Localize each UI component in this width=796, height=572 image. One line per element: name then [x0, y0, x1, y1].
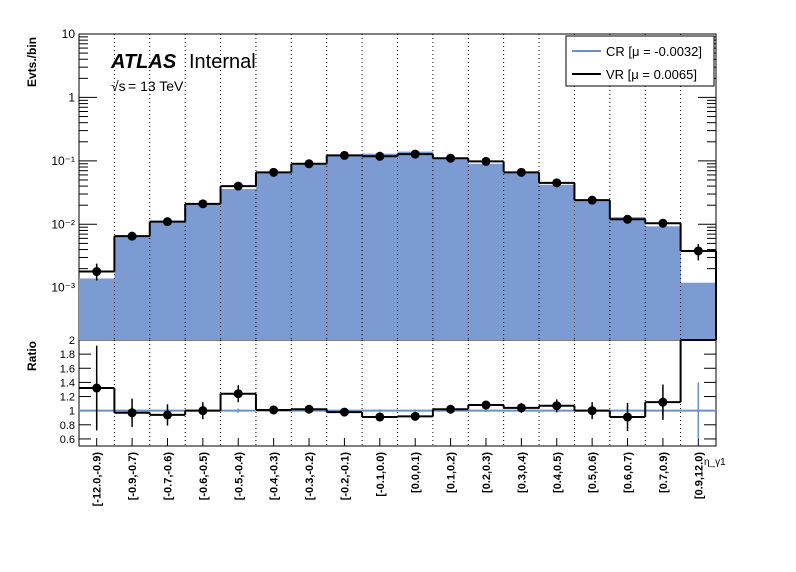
legend-box [565, 35, 715, 87]
x-tick-label: [0.1,0.2) [446, 452, 458, 493]
ratio-point [410, 411, 420, 421]
vr-point [162, 217, 172, 227]
ratio-y-tick-label: 1.2 [60, 392, 75, 404]
y-tick-label: 10⁻¹ [51, 154, 75, 168]
y-tick-label: 10⁻² [51, 217, 75, 231]
y-tick-label: 10 [62, 27, 76, 41]
ratio-y-tick-label: 0.8 [60, 420, 75, 432]
cr-bar [645, 226, 681, 340]
ratio-point [269, 405, 279, 415]
vr-point [269, 167, 279, 177]
ratio-point [162, 410, 172, 420]
vr-point [623, 214, 633, 224]
x-tick-label: [0.7,0.9) [658, 452, 670, 493]
ratio-point [552, 401, 562, 411]
cr-bar [326, 154, 363, 340]
ratio-point [339, 407, 349, 417]
vr-point [410, 149, 420, 159]
ratio-point [446, 404, 456, 414]
cr-bar [609, 217, 646, 340]
cr-bar [220, 189, 257, 340]
cr-bar [291, 164, 328, 340]
y-tick-label: 10⁻³ [51, 281, 75, 295]
cr-bar [539, 184, 575, 340]
cr-bar [680, 282, 717, 340]
cr-bar [255, 172, 292, 340]
legend-vr-label: VR [μ = 0.0065] [606, 67, 697, 82]
ratio-point [516, 403, 526, 413]
cr-bar [432, 158, 469, 340]
atlas-label: ATLAS [110, 51, 177, 73]
ratio-y-tick-label: 1.8 [60, 349, 75, 361]
ratio-point [658, 397, 668, 407]
vr-point [198, 199, 208, 209]
ratio-y-tick-label: 1.6 [60, 363, 75, 375]
vr-point [587, 195, 597, 205]
ratio-panel: 0.6 0.8 1 1.2 1.4 1.6 1.8 2 [-12.0,-0.9) [-0.9,-0… [60, 335, 717, 507]
x-tick-label: [-0.7,-0.6) [162, 452, 174, 501]
ratio-point [198, 406, 208, 416]
x-tick-label: [0.5,0.6) [587, 452, 599, 493]
ratio-point [304, 404, 314, 414]
x-tick-label: [-0.6,-0.5) [198, 452, 210, 501]
chart-marks [79, 34, 717, 446]
top-y-axis-label: Evts./bin [25, 37, 39, 87]
cr-bar [397, 151, 434, 340]
cr-bar [362, 153, 398, 340]
ratio-point [127, 408, 137, 418]
vr-point [127, 231, 137, 241]
vr-point [92, 267, 102, 277]
x-tick-label: [-0.4,-0.3) [269, 452, 281, 501]
cr-bar [185, 203, 221, 340]
x-tick-label: [0.2,0.3) [481, 452, 493, 493]
vr-point [552, 178, 562, 188]
ratio-point [233, 389, 243, 399]
ratio-y-tick-label: 1.4 [60, 377, 75, 389]
ratio-y-axis-label: Ratio [25, 341, 39, 371]
vr-point [658, 218, 668, 228]
ratio-point [92, 383, 102, 393]
vr-point [481, 156, 491, 166]
ratio-point [623, 412, 633, 422]
internal-label: Internal [189, 51, 256, 73]
x-tick-label: [-12.0,-0.9) [92, 452, 104, 507]
cr-bar [468, 163, 504, 340]
sqrt-s-label: √s [111, 78, 126, 94]
x-tick-label: [0.4,0.5) [552, 452, 564, 493]
vr-point [375, 151, 385, 161]
cr-bar [114, 236, 151, 340]
ratio-y-tick-label: 0.6 [60, 434, 75, 446]
ratio-point [481, 400, 491, 410]
ratio-point [587, 406, 597, 416]
x-tick-label: [-0.1,0.0) [375, 452, 387, 497]
x-tick-label: [0.6,0.7) [623, 452, 635, 493]
x-tick-label: [-0.3,-0.2) [304, 452, 316, 501]
x-tick-label: [-0.5,-0.4) [233, 452, 245, 501]
vr-point [446, 153, 456, 163]
legend-cr-label: CR [μ = -0.0032] [606, 44, 702, 59]
cr-bar [149, 221, 186, 340]
cr-bar [79, 278, 115, 340]
x-tick-label: [0.3,0.4) [516, 452, 528, 493]
vr-point [304, 159, 314, 169]
vr-point [693, 246, 703, 256]
x-tick-label: [-0.9,-0.7) [127, 452, 139, 501]
ratio-point [375, 412, 385, 422]
cr-bar [503, 173, 540, 340]
ratio-y-tick-label: 2 [69, 335, 75, 347]
y-tick-label: 1 [68, 90, 75, 104]
ratio-y-tick-label: 1 [69, 406, 75, 418]
vr-point [516, 167, 526, 177]
x-axis-label: η_γ1 [704, 457, 726, 468]
x-tick-label: [0.0,0.1) [410, 452, 422, 493]
vr-point [339, 150, 349, 160]
cr-bar [574, 200, 611, 340]
x-tick-label: [-0.2,-0.1) [339, 452, 351, 501]
energy-label: = 13 TeV [128, 78, 184, 94]
legend: CR [μ = -0.0032] VR [μ = 0.0065] [565, 35, 715, 87]
x-tick-label: [0.9,12.0) [693, 452, 705, 499]
vr-point [233, 181, 243, 191]
